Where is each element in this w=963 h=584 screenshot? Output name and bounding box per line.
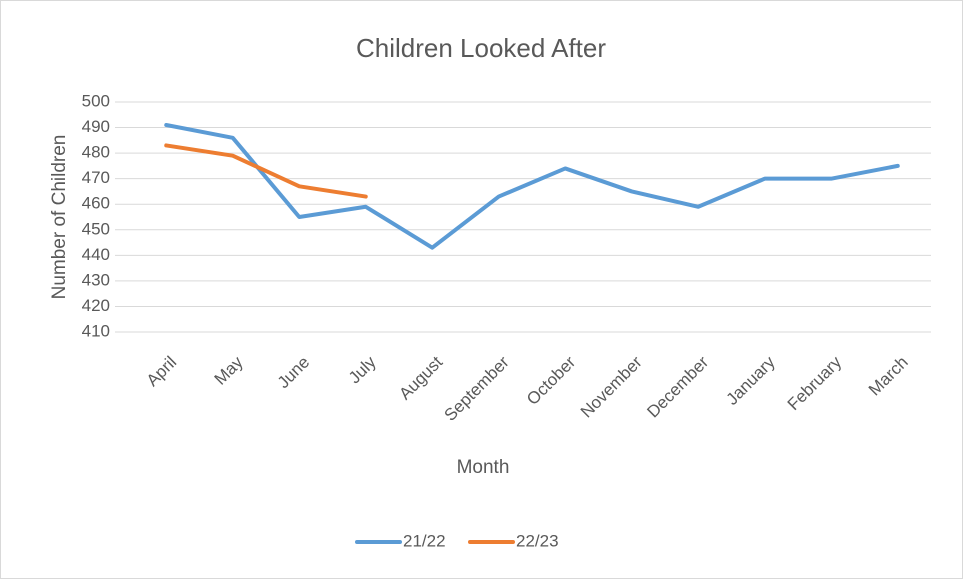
y-tick-label: 440: [82, 245, 110, 264]
legend-label: 22/23: [516, 531, 559, 550]
y-tick-label: 460: [82, 194, 110, 213]
y-tick-label: 470: [82, 168, 110, 187]
y-tick-label: 420: [82, 296, 110, 315]
y-axis-title: Number of Children: [49, 135, 70, 300]
series-line: [164, 123, 900, 250]
chart-title: Children Looked After: [356, 33, 606, 63]
y-tick-label: 500: [82, 91, 110, 110]
y-tick-label: 430: [82, 270, 110, 289]
series-line: [164, 143, 368, 199]
x-axis-title: Month: [457, 457, 510, 478]
y-tick-label: 410: [82, 321, 110, 340]
y-tick-label: 450: [82, 219, 110, 238]
y-tick-label: 480: [82, 143, 110, 162]
y-tick-label: 490: [82, 117, 110, 136]
legend-label: 21/22: [403, 531, 446, 550]
